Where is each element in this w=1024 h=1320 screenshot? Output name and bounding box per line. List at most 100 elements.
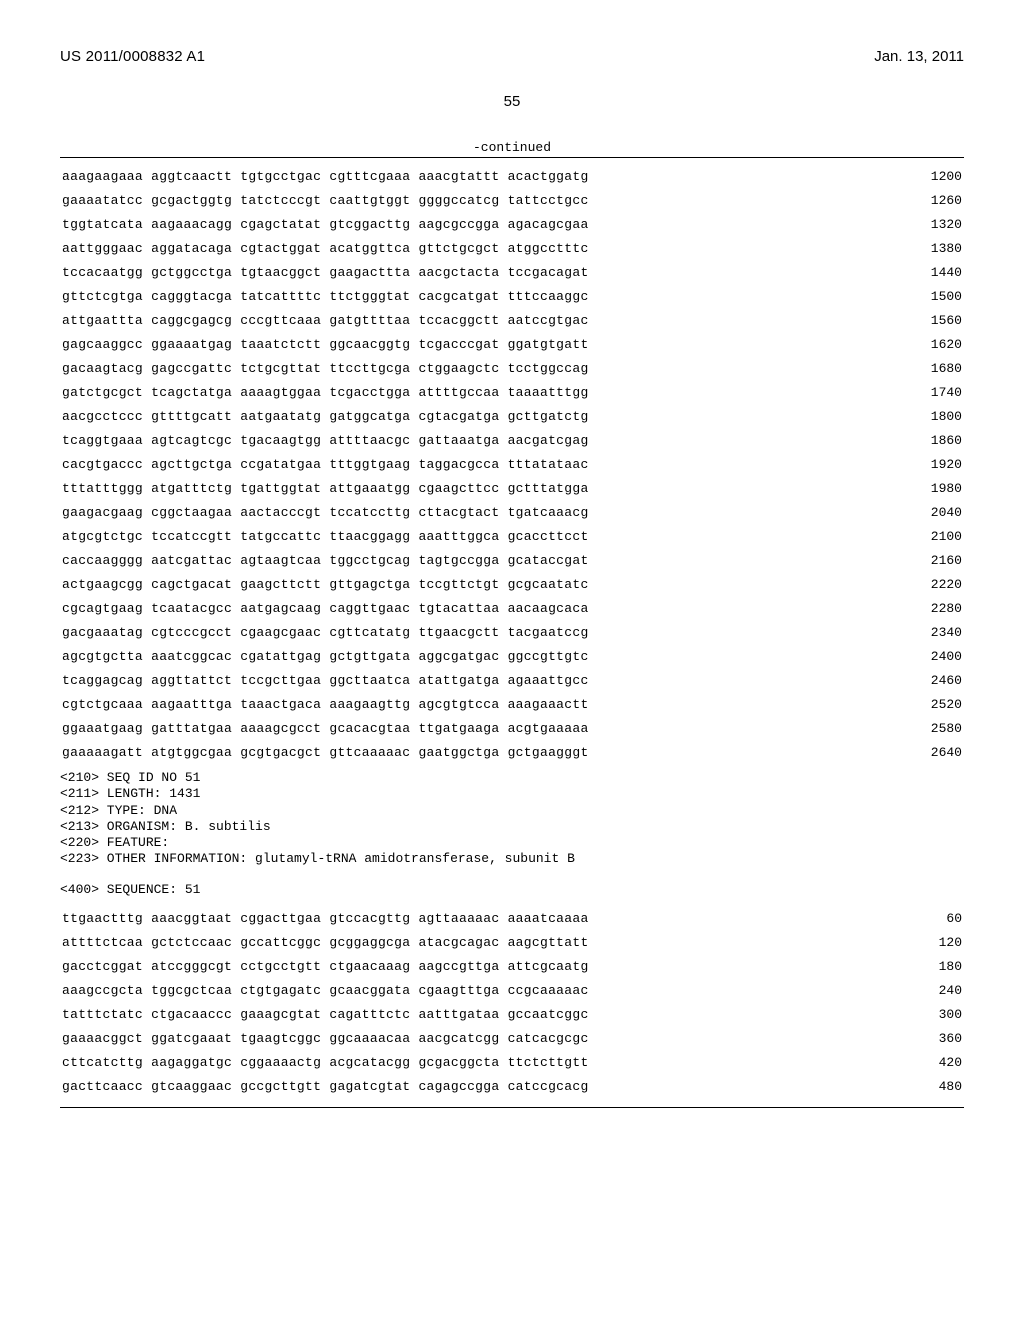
sequence-line: ggaaatgaag gatttatgaa aaaagcgcct gcacacg… <box>62 722 962 735</box>
sequence-line: gacctcggat atccgggcgt cctgcctgtt ctgaaca… <box>62 960 962 973</box>
sequence-position: 480 <box>884 1080 962 1093</box>
sequence-line: caccaagggg aatcgattac agtaagtcaa tggcctg… <box>62 554 962 567</box>
sequence-position: 2160 <box>884 554 962 567</box>
sequence-text: gacctcggat atccgggcgt cctgcctgtt ctgaaca… <box>62 960 589 973</box>
sequence-text: gacaagtacg gagccgattc tctgcgttat ttccttg… <box>62 362 589 375</box>
sequence-position: 180 <box>884 960 962 973</box>
sequence-line: tcaggagcag aggttattct tccgcttgaa ggcttaa… <box>62 674 962 687</box>
sequence-text: cttcatcttg aagaggatgc cggaaaactg acgcata… <box>62 1056 589 1069</box>
sequence-position: 1560 <box>884 314 962 327</box>
sequence-position: 360 <box>884 1032 962 1045</box>
sequence-position: 1680 <box>884 362 962 375</box>
sequence-position: 2340 <box>884 626 962 639</box>
sequence-line: cgtctgcaaa aagaatttga taaactgaca aaagaag… <box>62 698 962 711</box>
sequence-position: 2280 <box>884 602 962 615</box>
sequence-text: atgcgtctgc tccatccgtt tatgccattc ttaacgg… <box>62 530 589 543</box>
continued-label: -continued <box>60 140 964 155</box>
sequence-text: tatttctatc ctgacaaccc gaaagcgtat cagattt… <box>62 1008 589 1021</box>
page-number: 55 <box>60 93 964 110</box>
seq-51-metadata: <210> SEQ ID NO 51 <211> LENGTH: 1431 <2… <box>60 770 964 868</box>
sequence-line: cgcagtgaag tcaatacgcc aatgagcaag caggttg… <box>62 602 962 615</box>
sequence-text: attgaattta caggcgagcg cccgttcaaa gatgttt… <box>62 314 589 327</box>
sequence-line: ttgaactttg aaacggtaat cggacttgaa gtccacg… <box>62 912 962 925</box>
sequence-text: gaaaaagatt atgtggcgaa gcgtgacgct gttcaaa… <box>62 746 589 759</box>
sequence-text: aacgcctccc gttttgcatt aatgaatatg gatggca… <box>62 410 589 423</box>
sequence-line: tcaggtgaaa agtcagtcgc tgacaagtgg attttaa… <box>62 434 962 447</box>
sequence-line: gaagacgaag cggctaagaa aactacccgt tccatcc… <box>62 506 962 519</box>
sequence-text: agcgtgctta aaatcggcac cgatattgag gctgttg… <box>62 650 589 663</box>
sequence-text: attttctcaa gctctccaac gccattcggc gcggagg… <box>62 936 589 949</box>
sequence-line: gacttcaacc gtcaaggaac gccgcttgtt gagatcg… <box>62 1080 962 1093</box>
sequence-text: cgtctgcaaa aagaatttga taaactgaca aaagaag… <box>62 698 589 711</box>
sequence-line: aattgggaac aggatacaga cgtactggat acatggt… <box>62 242 962 255</box>
sequence-line: gatctgcgct tcagctatga aaaagtggaa tcgacct… <box>62 386 962 399</box>
publication-date: Jan. 13, 2011 <box>874 48 964 65</box>
sequence-position: 60 <box>884 912 962 925</box>
publication-number: US 2011/0008832 A1 <box>60 48 205 65</box>
sequence-line: atgcgtctgc tccatccgtt tatgccattc ttaacgg… <box>62 530 962 543</box>
sequence-text: caccaagggg aatcgattac agtaagtcaa tggcctg… <box>62 554 589 567</box>
sequence-text: gttctcgtga cagggtacga tatcattttc ttctggg… <box>62 290 589 303</box>
sequence-position: 2400 <box>884 650 962 663</box>
sequence-position: 120 <box>884 936 962 949</box>
sequence-text: aaagccgcta tggcgctcaa ctgtgagatc gcaacgg… <box>62 984 589 997</box>
horizontal-rule <box>60 1107 964 1108</box>
sequence-line: actgaagcgg cagctgacat gaagcttctt gttgagc… <box>62 578 962 591</box>
sequence-line: gaaaaagatt atgtggcgaa gcgtgacgct gttcaaa… <box>62 746 962 759</box>
sequence-line: gaaaatatcc gcgactggtg tatctcccgt caattgt… <box>62 194 962 207</box>
sequence-text: gatctgcgct tcagctatga aaaagtggaa tcgacct… <box>62 386 589 399</box>
sequence-position: 1800 <box>884 410 962 423</box>
sequence-position: 1740 <box>884 386 962 399</box>
sequence-50-block: aaagaagaaa aggtcaactt tgtgcctgac cgtttcg… <box>60 170 964 759</box>
sequence-line: gaaaacggct ggatcgaaat tgaagtcggc ggcaaaa… <box>62 1032 962 1045</box>
sequence-text: tccacaatgg gctggcctga tgtaacggct gaagact… <box>62 266 589 279</box>
sequence-line: aaagccgcta tggcgctcaa ctgtgagatc gcaacgg… <box>62 984 962 997</box>
sequence-line: tccacaatgg gctggcctga tgtaacggct gaagact… <box>62 266 962 279</box>
sequence-text: gacgaaatag cgtcccgcct cgaagcgaac cgttcat… <box>62 626 589 639</box>
sequence-position: 2640 <box>884 746 962 759</box>
sequence-text: aaagaagaaa aggtcaactt tgtgcctgac cgtttcg… <box>62 170 589 183</box>
sequence-position: 1920 <box>884 458 962 471</box>
sequence-position: 300 <box>884 1008 962 1021</box>
sequence-text: ggaaatgaag gatttatgaa aaaagcgcct gcacacg… <box>62 722 589 735</box>
sequence-line: gacaagtacg gagccgattc tctgcgttat ttccttg… <box>62 362 962 375</box>
sequence-position: 420 <box>884 1056 962 1069</box>
sequence-text: gaaaacggct ggatcgaaat tgaagtcggc ggcaaaa… <box>62 1032 589 1045</box>
sequence-text: tcaggtgaaa agtcagtcgc tgacaagtgg attttaa… <box>62 434 589 447</box>
sequence-line: attgaattta caggcgagcg cccgttcaaa gatgttt… <box>62 314 962 327</box>
sequence-position: 2100 <box>884 530 962 543</box>
horizontal-rule <box>60 157 964 158</box>
sequence-text: tcaggagcag aggttattct tccgcttgaa ggcttaa… <box>62 674 589 687</box>
sequence-line: tttatttggg atgatttctg tgattggtat attgaaa… <box>62 482 962 495</box>
sequence-line: tggtatcata aagaaacagg cgagctatat gtcggac… <box>62 218 962 231</box>
sequence-text: cgcagtgaag tcaatacgcc aatgagcaag caggttg… <box>62 602 589 615</box>
sequence-text: tggtatcata aagaaacagg cgagctatat gtcggac… <box>62 218 589 231</box>
sequence-line: agcgtgctta aaatcggcac cgatattgag gctgttg… <box>62 650 962 663</box>
sequence-text: ttgaactttg aaacggtaat cggacttgaa gtccacg… <box>62 912 589 925</box>
sequence-line: gagcaaggcc ggaaaatgag taaatctctt ggcaacg… <box>62 338 962 351</box>
sequence-text: gaagacgaag cggctaagaa aactacccgt tccatcc… <box>62 506 589 519</box>
sequence-position: 1620 <box>884 338 962 351</box>
sequence-text: gagcaaggcc ggaaaatgag taaatctctt ggcaacg… <box>62 338 589 351</box>
sequence-line: gttctcgtga cagggtacga tatcattttc ttctggg… <box>62 290 962 303</box>
sequence-position: 2220 <box>884 578 962 591</box>
sequence-position: 1500 <box>884 290 962 303</box>
sequence-text: cacgtgaccc agcttgctga ccgatatgaa tttggtg… <box>62 458 589 471</box>
sequence-line: cttcatcttg aagaggatgc cggaaaactg acgcata… <box>62 1056 962 1069</box>
sequence-position: 1860 <box>884 434 962 447</box>
sequence-position: 1200 <box>884 170 962 183</box>
sequence-position: 2040 <box>884 506 962 519</box>
sequence-text: gaaaatatcc gcgactggtg tatctcccgt caattgt… <box>62 194 589 207</box>
seq-51-sequence-label: <400> SEQUENCE: 51 <box>60 882 964 898</box>
sequence-line: gacgaaatag cgtcccgcct cgaagcgaac cgttcat… <box>62 626 962 639</box>
sequence-position: 2520 <box>884 698 962 711</box>
sequence-51-block: ttgaactttg aaacggtaat cggacttgaa gtccacg… <box>60 912 964 1093</box>
sequence-line: tatttctatc ctgacaaccc gaaagcgtat cagattt… <box>62 1008 962 1021</box>
sequence-line: aacgcctccc gttttgcatt aatgaatatg gatggca… <box>62 410 962 423</box>
sequence-position: 240 <box>884 984 962 997</box>
sequence-line: attttctcaa gctctccaac gccattcggc gcggagg… <box>62 936 962 949</box>
sequence-position: 1320 <box>884 218 962 231</box>
sequence-text: tttatttggg atgatttctg tgattggtat attgaaa… <box>62 482 589 495</box>
sequence-position: 2460 <box>884 674 962 687</box>
sequence-text: actgaagcgg cagctgacat gaagcttctt gttgagc… <box>62 578 589 591</box>
